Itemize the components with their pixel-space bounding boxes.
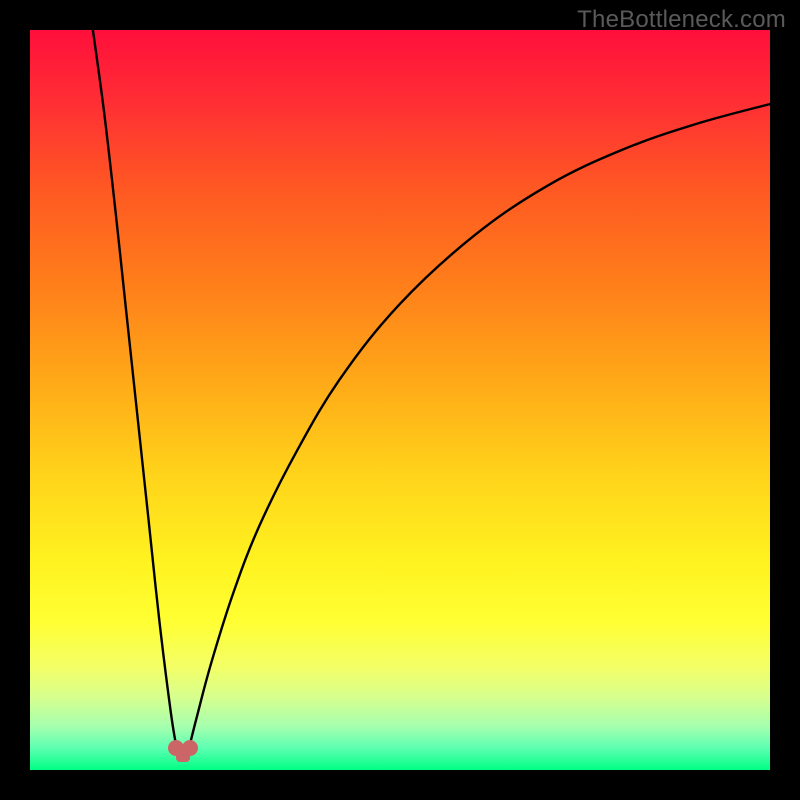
attribution-text: TheBottleneck.com bbox=[577, 6, 786, 34]
marker-point-1 bbox=[182, 740, 198, 756]
plot-area bbox=[30, 30, 770, 770]
chart-container: TheBottleneck.com bbox=[0, 0, 800, 800]
gradient-background bbox=[30, 30, 770, 770]
